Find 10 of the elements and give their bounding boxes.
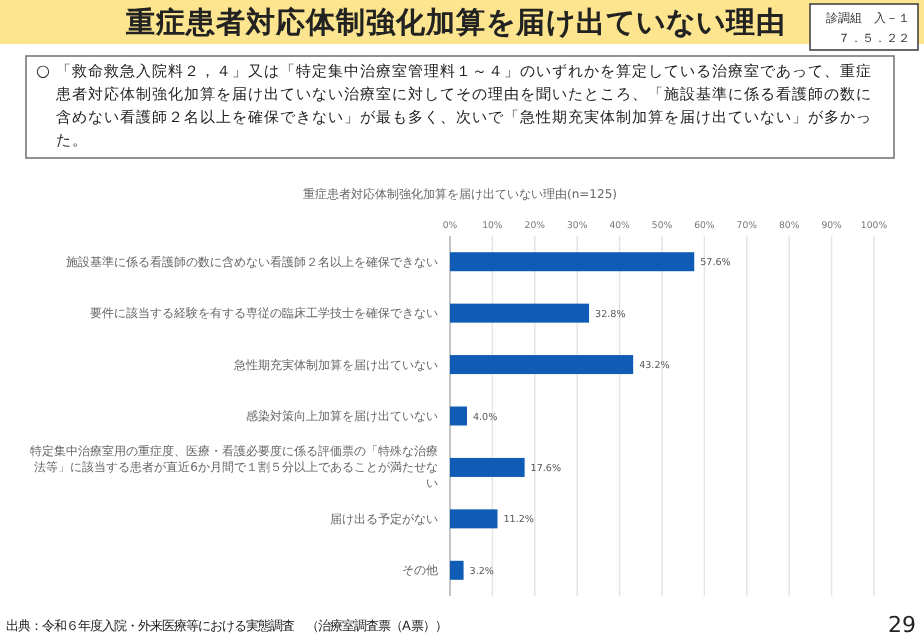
text: ○ <box>36 62 50 80</box>
bar <box>450 406 467 426</box>
bar <box>450 457 525 477</box>
bar <box>450 355 634 375</box>
bar <box>450 303 590 323</box>
text: 29 <box>888 612 916 638</box>
text: 重症患者対応体制強化加算を届け出ていない理由 <box>124 4 786 40</box>
bar <box>450 252 695 272</box>
bar <box>450 560 464 580</box>
bar <box>450 509 498 529</box>
